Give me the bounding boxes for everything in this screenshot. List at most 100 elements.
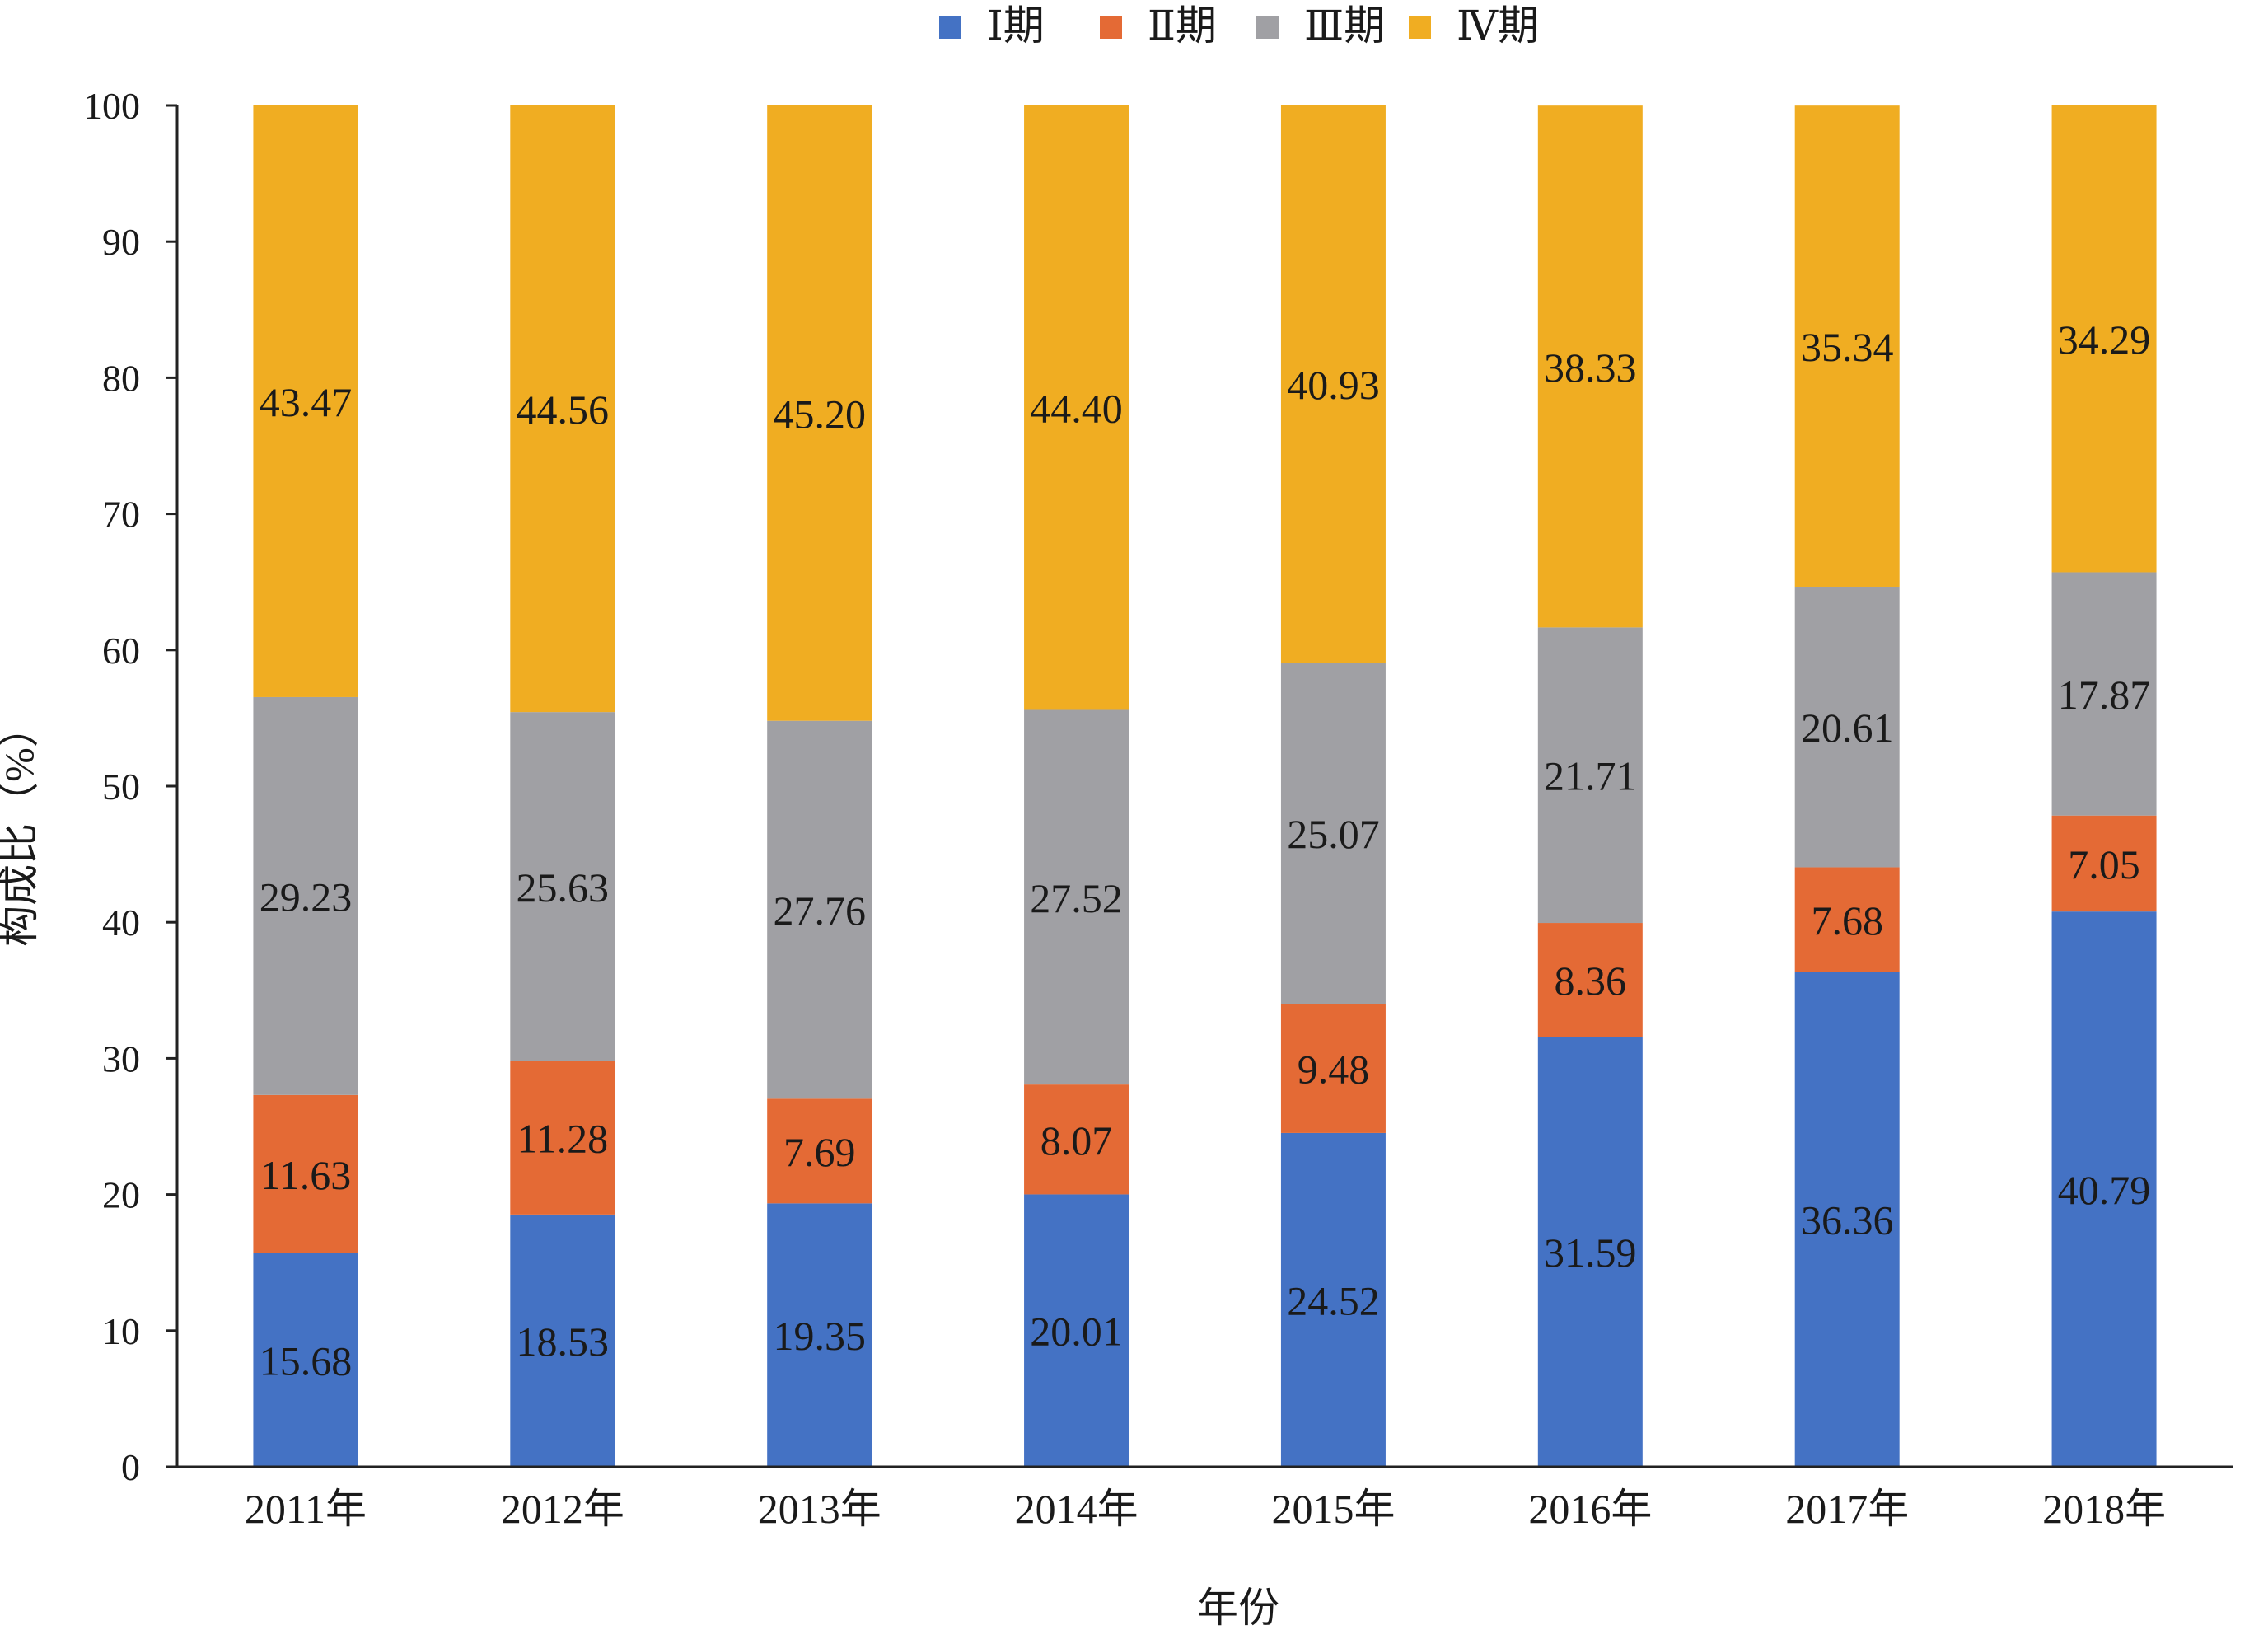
bar-stack: 24.52 9.48 25.07 40.93 bbox=[1280, 105, 1386, 1467]
bar-stack: 36.36 7.68 20.61 35.34 bbox=[1794, 105, 1900, 1467]
data-label: 43.47 bbox=[260, 379, 353, 425]
data-label: 34.29 bbox=[2058, 316, 2151, 363]
y-tick-label: 40 bbox=[102, 901, 140, 944]
legend-label: Ⅱ期 bbox=[1148, 2, 1217, 49]
data-label: 15.68 bbox=[260, 1337, 353, 1384]
bar-segment bbox=[2051, 911, 2157, 1467]
bar-segment bbox=[510, 1214, 615, 1467]
bar-segment bbox=[253, 1253, 358, 1467]
data-label: 8.36 bbox=[1555, 958, 1627, 1004]
legend-item: Ⅰ期 bbox=[939, 2, 1045, 49]
bar-stack: 19.35 7.69 27.76 45.20 bbox=[767, 105, 872, 1467]
bar-stack: 20.01 8.07 27.52 44.40 bbox=[1024, 105, 1129, 1467]
legend-item: Ⅲ期 bbox=[1256, 2, 1385, 49]
bar-segment bbox=[2051, 572, 2157, 816]
x-tick-label: 2013年 bbox=[758, 1486, 881, 1532]
bar-segment bbox=[510, 105, 615, 713]
data-label: 40.93 bbox=[1287, 362, 1380, 408]
y-tick-label: 30 bbox=[102, 1037, 140, 1079]
bar-segment bbox=[1794, 105, 1900, 587]
legend-label: Ⅰ期 bbox=[987, 2, 1045, 49]
legend: Ⅰ期 Ⅱ期 Ⅲ期 Ⅳ期 bbox=[939, 2, 1539, 49]
legend-swatch bbox=[1256, 16, 1279, 39]
data-label: 44.40 bbox=[1030, 386, 1123, 432]
bar-segment bbox=[2051, 815, 2157, 912]
y-tick-label: 70 bbox=[102, 494, 140, 536]
x-tick-label: 2018年 bbox=[2042, 1486, 2166, 1532]
bar-segment bbox=[1794, 972, 1900, 1467]
axes: 0 10 20 30 40 50 60 70 80 90 100 2011年 2012年 2013年 201… bbox=[83, 85, 2233, 1532]
x-tick-label: 2014年 bbox=[1015, 1486, 1139, 1532]
bar-segment bbox=[1280, 663, 1386, 1004]
data-label: 9.48 bbox=[1298, 1047, 1370, 1093]
bar-segment bbox=[1794, 867, 1900, 972]
data-label: 29.23 bbox=[260, 873, 353, 920]
data-label: 45.20 bbox=[773, 391, 866, 437]
data-label: 27.76 bbox=[773, 887, 866, 934]
data-label: 20.61 bbox=[1801, 705, 1894, 751]
data-label: 19.35 bbox=[773, 1313, 866, 1359]
data-label: 31.59 bbox=[1544, 1229, 1637, 1276]
x-axis-title: 年份 bbox=[1197, 1585, 1279, 1631]
y-tick-label: 100 bbox=[83, 85, 140, 127]
bar-segment bbox=[1280, 105, 1386, 663]
data-label: 8.07 bbox=[1040, 1117, 1113, 1164]
bar-segment bbox=[253, 1094, 358, 1253]
y-tick-label: 20 bbox=[102, 1174, 140, 1216]
x-tick-label: 2012年 bbox=[501, 1486, 624, 1532]
y-tick-label: 0 bbox=[121, 1446, 140, 1488]
y-tick-label: 90 bbox=[102, 221, 140, 263]
bar-stack: 18.53 11.28 25.63 44.56 bbox=[510, 105, 615, 1467]
data-label: 17.87 bbox=[2058, 672, 2151, 718]
y-tick-label: 50 bbox=[102, 766, 140, 808]
data-label: 25.07 bbox=[1287, 811, 1380, 857]
bar-stack: 31.59 8.36 21.71 38.33 bbox=[1537, 105, 1643, 1467]
data-label: 40.79 bbox=[2058, 1167, 2151, 1213]
bar-segment bbox=[1024, 105, 1129, 710]
data-label: 38.33 bbox=[1544, 344, 1637, 391]
legend-label: Ⅲ期 bbox=[1304, 2, 1385, 49]
data-label: 18.53 bbox=[517, 1318, 610, 1365]
bar-stack: 15.68 11.63 29.23 43.47 bbox=[253, 105, 358, 1467]
bar-segment bbox=[767, 1098, 872, 1204]
y-tick-label: 10 bbox=[102, 1310, 140, 1352]
bar-segment bbox=[1537, 923, 1643, 1037]
bar-segment bbox=[2051, 105, 2157, 573]
data-label: 21.71 bbox=[1544, 753, 1637, 799]
data-label: 7.68 bbox=[1811, 897, 1883, 944]
bar-segment bbox=[1280, 1004, 1386, 1133]
bar-segment bbox=[1794, 586, 1900, 868]
y-tick-label: 60 bbox=[102, 630, 140, 672]
legend-label: Ⅳ期 bbox=[1457, 2, 1539, 49]
x-tick-label: 2016年 bbox=[1528, 1486, 1652, 1532]
data-label: 27.52 bbox=[1030, 875, 1123, 921]
bar-segment bbox=[253, 105, 358, 697]
data-label: 7.69 bbox=[783, 1129, 856, 1175]
bar-segment bbox=[767, 720, 872, 1099]
data-label: 44.56 bbox=[517, 386, 610, 433]
data-label: 11.63 bbox=[260, 1152, 352, 1198]
data-label: 36.36 bbox=[1801, 1197, 1894, 1243]
y-tick-label: 80 bbox=[102, 357, 140, 399]
x-tick-label: 2011年 bbox=[245, 1486, 367, 1532]
bar-stack: 40.79 7.05 17.87 34.29 bbox=[2051, 105, 2157, 1467]
y-axis-title: 构成比（%） bbox=[0, 706, 42, 947]
legend-item: Ⅳ期 bbox=[1409, 2, 1539, 49]
data-label: 7.05 bbox=[2068, 841, 2140, 887]
bar-segment bbox=[510, 712, 615, 1061]
bar-segment bbox=[1280, 1132, 1386, 1467]
legend-item: Ⅱ期 bbox=[1100, 2, 1217, 49]
data-label: 24.52 bbox=[1287, 1277, 1380, 1323]
data-label: 20.01 bbox=[1030, 1309, 1123, 1355]
bar-segment bbox=[1024, 1084, 1129, 1195]
data-label: 35.34 bbox=[1801, 324, 1894, 370]
x-tick-label: 2017年 bbox=[1785, 1486, 1909, 1532]
bar-segment bbox=[1537, 1037, 1643, 1467]
legend-swatch bbox=[1100, 16, 1122, 39]
bar-segment bbox=[510, 1061, 615, 1215]
x-tick-label: 2015年 bbox=[1271, 1486, 1395, 1532]
bar-segment bbox=[253, 696, 358, 1095]
legend-swatch bbox=[1409, 16, 1431, 39]
